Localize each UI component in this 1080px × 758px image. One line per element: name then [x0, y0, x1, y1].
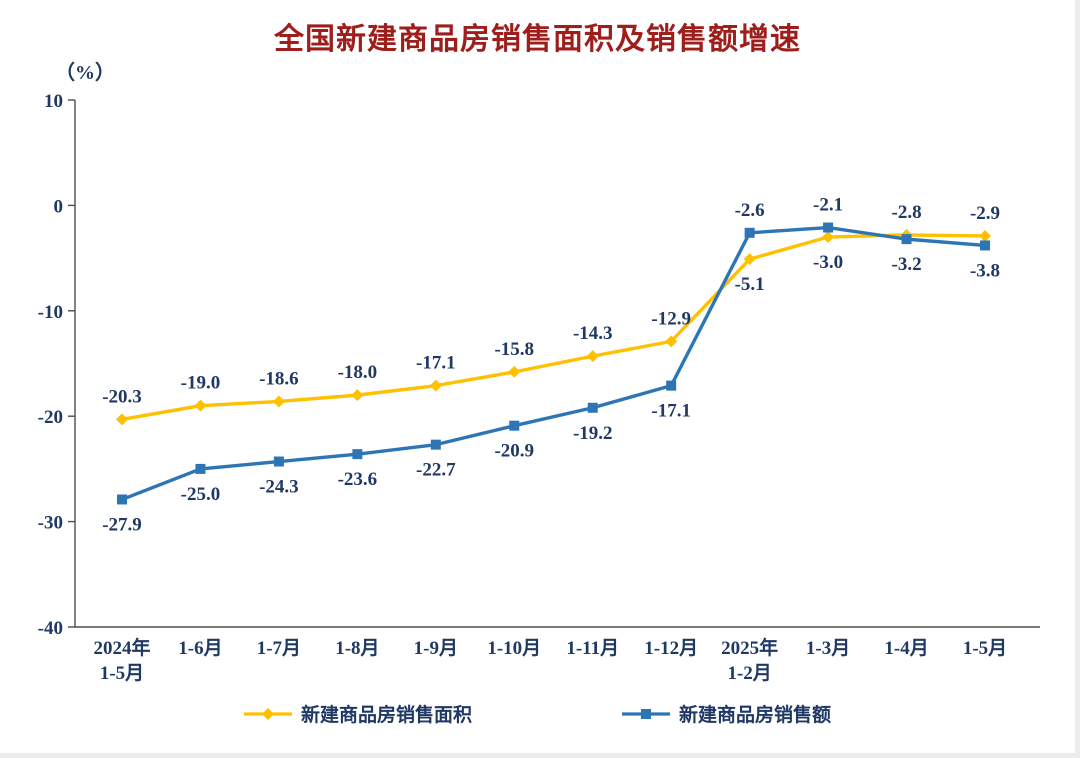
data-label: -15.8 — [494, 339, 534, 360]
y-tick-label: -10 — [38, 302, 63, 323]
data-label: -2.8 — [892, 202, 922, 223]
data-point-marker — [823, 222, 834, 233]
data-point-marker — [822, 231, 835, 244]
data-label: -23.6 — [338, 469, 378, 490]
legend-item-1: 新建商品房销售额 — [622, 700, 831, 727]
data-point-marker — [351, 389, 364, 402]
data-point-marker — [744, 227, 755, 238]
legend-square-marker-icon — [622, 708, 670, 719]
chart-legend: 新建商品房销售面积 新建商品房销售额 — [0, 700, 1075, 727]
y-tick-label: -30 — [38, 513, 63, 534]
data-point-marker — [508, 365, 521, 378]
legend-item-0: 新建商品房销售面积 — [243, 700, 472, 727]
y-tick-label: -40 — [38, 618, 63, 639]
data-label: -14.3 — [573, 323, 613, 344]
data-label: -17.1 — [651, 401, 691, 422]
legend-marker — [641, 708, 651, 719]
chart-title: 全国新建商品房销售面积及销售额增速 — [274, 23, 801, 56]
data-point-marker — [509, 420, 520, 431]
data-label: -18.6 — [259, 368, 299, 389]
legend-label-1: 新建商品房销售额 — [679, 705, 832, 726]
data-point-marker — [666, 380, 677, 391]
data-point-marker — [117, 494, 127, 505]
x-category-label: 1-7月 — [257, 638, 301, 659]
data-label: -24.3 — [259, 477, 299, 498]
data-label: -19.2 — [573, 423, 613, 444]
legend-marker — [261, 707, 274, 720]
data-point-marker — [979, 229, 991, 242]
data-label: -3.8 — [970, 260, 1000, 281]
data-label: -12.9 — [651, 308, 691, 329]
x-category-label: 1-3月 — [806, 638, 850, 659]
y-tick-label: -20 — [38, 407, 63, 428]
data-point-marker — [665, 335, 678, 348]
x-category-label: 1-6月 — [178, 638, 222, 659]
x-category-label: 1-4月 — [884, 638, 928, 659]
data-point-marker — [980, 240, 990, 251]
y-axis-unit-label: （%） — [55, 62, 115, 84]
data-point-marker — [273, 456, 284, 467]
data-label: -27.9 — [102, 514, 142, 535]
legend-label-0: 新建商品房销售面积 — [300, 705, 472, 726]
x-category-label: 2025年 — [721, 636, 778, 659]
data-point-marker — [429, 379, 442, 392]
data-label: -2.1 — [813, 195, 843, 216]
x-category-label: 1-10月 — [487, 638, 541, 659]
data-label: -20.3 — [102, 386, 142, 407]
data-point-marker — [195, 463, 206, 474]
data-label: -17.1 — [416, 353, 456, 374]
x-category-label: 1-5月 — [963, 638, 1007, 659]
data-label: -20.9 — [494, 441, 534, 462]
x-category-label: 1-8月 — [335, 638, 379, 659]
x-category-label: 1-9月 — [414, 638, 458, 659]
data-point-marker — [272, 395, 285, 408]
data-point-marker — [116, 413, 128, 426]
data-point-marker — [587, 402, 598, 413]
x-category-label: 1-2月 — [727, 663, 771, 684]
data-label: -2.6 — [735, 200, 765, 221]
data-label: -22.7 — [416, 460, 456, 481]
data-label: -25.0 — [181, 484, 221, 505]
data-point-marker — [743, 253, 756, 266]
data-label: -19.0 — [181, 373, 221, 394]
y-tick-label: 0 — [54, 196, 64, 217]
series-line-1 — [120, 225, 987, 502]
data-point-marker — [430, 439, 441, 450]
legend-diamond-marker-icon — [243, 707, 292, 720]
y-tick-label: 10 — [44, 91, 63, 112]
data-label: -18.0 — [338, 362, 378, 383]
data-point-marker — [194, 399, 207, 412]
data-label: -5.1 — [735, 274, 765, 295]
x-category-label: 2024年 — [93, 636, 150, 659]
data-point-marker — [586, 350, 599, 363]
data-label: -2.9 — [970, 203, 1000, 224]
x-category-label: 1-11月 — [566, 638, 619, 659]
series-line-0 — [120, 233, 987, 422]
x-category-label: 1-12月 — [644, 638, 698, 659]
line-chart: 10 0 -10 -20 -30 -40 2024年 1-5月 1-6月 1-7月 1-8月 1-9月… — [38, 91, 1040, 684]
x-category-label: 1-5月 — [100, 663, 144, 684]
data-label: -3.0 — [813, 252, 843, 273]
data-point-marker — [901, 234, 912, 245]
data-point-marker — [352, 449, 363, 460]
data-label: -3.2 — [892, 254, 922, 275]
